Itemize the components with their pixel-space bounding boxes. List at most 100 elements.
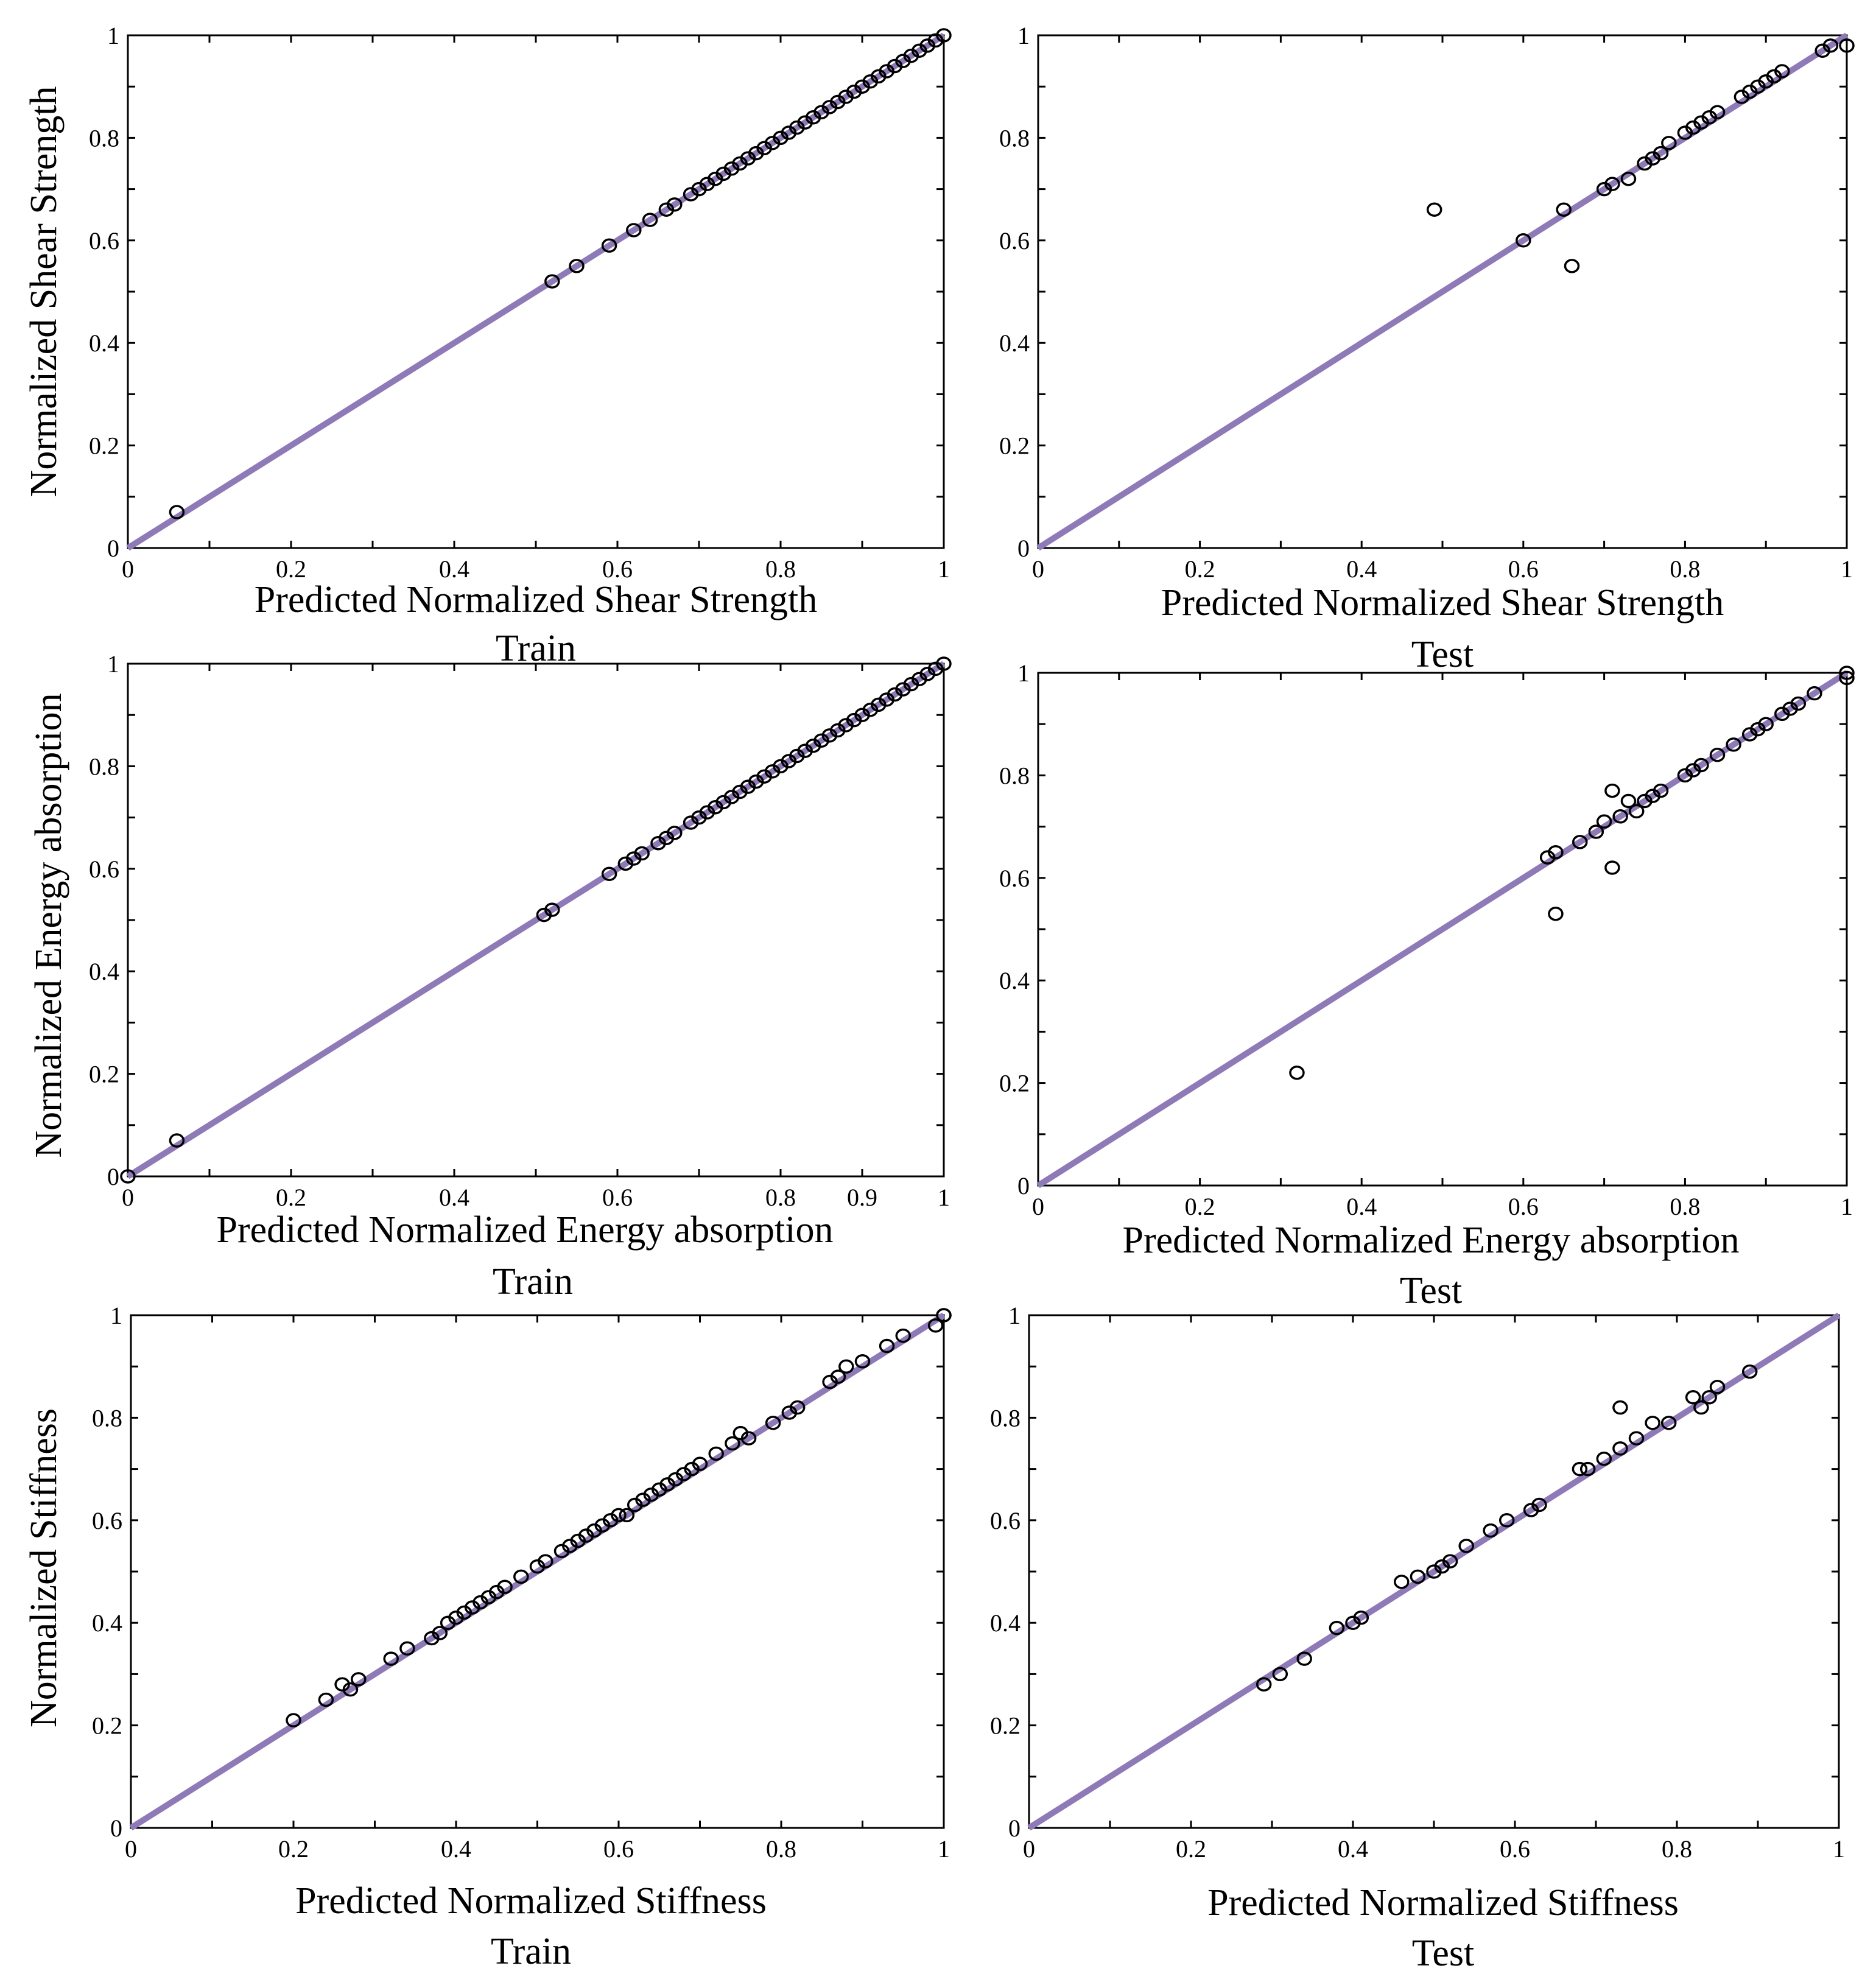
data-point (1709, 747, 1726, 762)
x-tick-label: 0.8 (1662, 1835, 1692, 1863)
x-tick-label: 1 (1833, 1835, 1845, 1863)
x-tick-label: 1 (1841, 1193, 1853, 1220)
reference-line (1036, 670, 1849, 1189)
data-point (1653, 146, 1669, 161)
data-point (399, 1641, 415, 1656)
data-point (1741, 1364, 1758, 1379)
data-point (1410, 1569, 1426, 1584)
y-tick-label: 0 (1017, 535, 1030, 562)
panel-stiffness-test: Predicted Normalized Stiffness Test 0 0.2… (990, 1302, 1845, 1974)
data-point (569, 259, 585, 273)
data-point (854, 1354, 871, 1369)
data-point (1548, 906, 1564, 921)
data-point (692, 1456, 708, 1471)
data-point (1604, 177, 1620, 191)
x-tick-label: 0.8 (765, 1184, 796, 1211)
data-point (667, 826, 683, 840)
data-point (1685, 1390, 1701, 1405)
x-tick-label: 0 (1023, 1835, 1035, 1863)
x-tick-label: 0.2 (1185, 555, 1215, 583)
y-tick-label: 1 (107, 22, 119, 49)
data-point (1604, 860, 1620, 875)
y-tick-label: 1 (110, 1302, 122, 1329)
panel-shear-train: Predicted Normalized Shear Strength Trai… (23, 22, 952, 669)
y-tick-label: 0.8 (89, 124, 119, 152)
data-point (1709, 105, 1726, 120)
data-point (936, 28, 952, 43)
panel-caption: Train (496, 628, 576, 669)
data-point (936, 1308, 952, 1323)
x-tick-label: 1 (938, 1835, 950, 1863)
panel-caption: Test (1411, 634, 1474, 675)
x-tick-label: 0.6 (1508, 1193, 1539, 1220)
data-point (1442, 1554, 1458, 1569)
x-tick-label: 0.8 (765, 555, 796, 583)
data-point (318, 1692, 334, 1707)
y-axis-label: Normalized Stiffness (23, 1408, 65, 1727)
data-point (1661, 136, 1677, 150)
data-point (1839, 38, 1855, 53)
data-point (1596, 814, 1612, 829)
y-tick-label: 0 (107, 535, 119, 562)
reference-line (1036, 32, 1849, 551)
panel-energy-test: Predicted Normalized Energy absorption T… (999, 659, 1855, 1312)
data-point (1774, 64, 1790, 79)
data-point (1653, 783, 1669, 798)
data-point (765, 1416, 781, 1430)
y-tick-label: 0 (110, 1815, 122, 1842)
x-tick-label: 0.2 (1185, 1193, 1215, 1220)
data-point (1483, 1523, 1498, 1538)
data-point (1289, 1066, 1305, 1080)
y-tick-label: 0.4 (89, 329, 119, 357)
y-tick-label: 0.6 (89, 227, 119, 255)
x-axis-label: Predicted Normalized Stiffness (1207, 1882, 1679, 1924)
data-point (169, 1133, 185, 1148)
data-point (1628, 1431, 1645, 1446)
data-point (1579, 1461, 1596, 1477)
y-tick-label: 0.2 (92, 1712, 122, 1740)
y-tick-label: 0.4 (999, 967, 1030, 994)
data-point (1564, 259, 1580, 273)
x-tick-label: 0.6 (602, 1184, 633, 1211)
data-point (1807, 686, 1822, 701)
x-axis-label: Predicted Normalized Energy absorption (217, 1209, 834, 1251)
data-point (708, 1446, 724, 1461)
data-point (1329, 1620, 1345, 1635)
data-point (895, 1328, 911, 1343)
reference-line (126, 32, 946, 551)
x-tick-label: 0.8 (1670, 1193, 1700, 1220)
y-tick-label: 0.6 (999, 227, 1030, 255)
y-tick-label: 0.4 (89, 958, 119, 985)
x-tick-label: 0.4 (439, 1184, 469, 1211)
data-point (1272, 1667, 1288, 1682)
data-point (169, 505, 185, 519)
data-point (927, 1318, 944, 1333)
data-point (1822, 38, 1839, 53)
y-tick-label: 1 (1008, 1302, 1021, 1329)
x-axis-label: Predicted Normalized Shear Strength (255, 579, 818, 620)
y-axis-label: Normalized Shear Strength (23, 86, 65, 497)
data-point (1458, 1539, 1474, 1553)
data-point (1612, 809, 1628, 824)
x-tick-label: 0.4 (441, 1835, 471, 1863)
data-point (1693, 1400, 1709, 1415)
y-tick-label: 1 (1017, 659, 1030, 687)
y-tick-label: 0.2 (999, 432, 1030, 460)
x-tick-label: 0.6 (1508, 555, 1539, 583)
y-tick-label: 0.8 (89, 753, 119, 780)
x-tick-label: 0.2 (278, 1835, 309, 1863)
y-axis-label: Normalized Energy absorption (28, 693, 69, 1158)
y-tick-label: 0.2 (89, 432, 119, 460)
panel-caption: Train (491, 1931, 571, 1972)
y-tick-label: 0.2 (999, 1070, 1030, 1097)
y-tick-label: 0.2 (990, 1712, 1021, 1740)
data-point (383, 1651, 399, 1666)
data-point (1790, 696, 1807, 711)
y-tick-label: 0.8 (999, 124, 1030, 152)
data-point (789, 1400, 806, 1415)
panel-shear-test: Predicted Normalized Shear Strength Test… (999, 22, 1855, 675)
y-tick-label: 0 (1008, 1815, 1021, 1842)
data-point (936, 656, 952, 671)
data-point (286, 1713, 301, 1727)
y-tick-label: 0 (107, 1163, 119, 1190)
